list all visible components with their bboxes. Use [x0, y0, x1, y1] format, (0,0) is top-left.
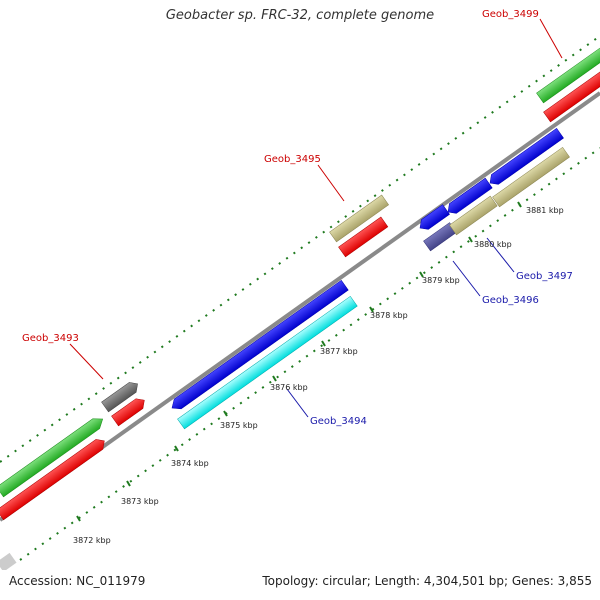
kbp-label-3880: 3880 kbp — [474, 240, 512, 249]
gene-geob-3493-gray[interactable] — [101, 379, 142, 413]
accession-info: Accession: NC_011979 — [9, 574, 146, 588]
label-leaders — [69, 18, 563, 418]
label-geob-3496[interactable]: Geob_3496 — [482, 295, 539, 306]
kbp-label-3875: 3875 kbp — [220, 421, 258, 430]
gene-blue-small[interactable] — [417, 204, 450, 233]
gene-red-left[interactable] — [0, 436, 108, 521]
gene-geob-3495-khaki[interactable] — [329, 194, 389, 243]
gene-khaki-mid[interactable] — [449, 195, 498, 236]
kbp-label-3874: 3874 kbp — [171, 459, 209, 468]
gene-gray-edge — [0, 552, 17, 570]
gene-khaki-right[interactable] — [492, 146, 570, 208]
kbp-label-3878: 3878 kbp — [370, 311, 408, 320]
kbp-label-3872: 3872 kbp — [73, 536, 111, 545]
label-geob-3493[interactable]: Geob_3493 — [22, 333, 79, 344]
kbp-label-3879: 3879 kbp — [422, 276, 460, 285]
gene-labels: Geob_3499 Geob_3495 Geob_3493 Geob_3497 … — [22, 9, 573, 427]
map-title: Geobacter sp. FRC-32, complete genome — [165, 8, 435, 23]
gene-geob-3499-green[interactable] — [536, 46, 600, 104]
scale-labels: 3872 kbp 3873 kbp 3874 kbp 3875 kbp 3876… — [73, 206, 564, 545]
gene-geob-3494-cyan[interactable] — [177, 295, 358, 430]
gene-geob-3499-red[interactable] — [543, 71, 600, 123]
gene-geob-3494-blue[interactable] — [169, 279, 349, 413]
gene-blue-mid[interactable] — [445, 177, 493, 217]
gene-green-left[interactable] — [0, 414, 106, 498]
reverse-strand-genes — [0, 71, 600, 570]
label-geob-3499[interactable]: Geob_3499 — [482, 9, 539, 20]
outer-tick-track — [0, 35, 600, 463]
kbp-label-3876: 3876 kbp — [270, 383, 308, 392]
inner-tick-track — [19, 147, 600, 561]
gene-geob-3495-red[interactable] — [338, 216, 389, 258]
genome-map: Geob_3499 Geob_3495 Geob_3493 Geob_3497 … — [0, 9, 600, 570]
forward-strand-genes — [0, 46, 600, 498]
gene-geob-3493-red[interactable] — [111, 395, 148, 427]
label-geob-3494[interactable]: Geob_3494 — [310, 416, 367, 427]
kbp-label-3873: 3873 kbp — [121, 497, 159, 506]
topology-info: Topology: circular; Length: 4,304,501 bp… — [262, 574, 592, 588]
kbp-label-3881: 3881 kbp — [526, 206, 564, 215]
label-geob-3495[interactable]: Geob_3495 — [264, 154, 321, 165]
label-geob-3497[interactable]: Geob_3497 — [516, 271, 573, 282]
gene-blue-right[interactable] — [487, 127, 564, 188]
kbp-label-3877: 3877 kbp — [320, 347, 358, 356]
